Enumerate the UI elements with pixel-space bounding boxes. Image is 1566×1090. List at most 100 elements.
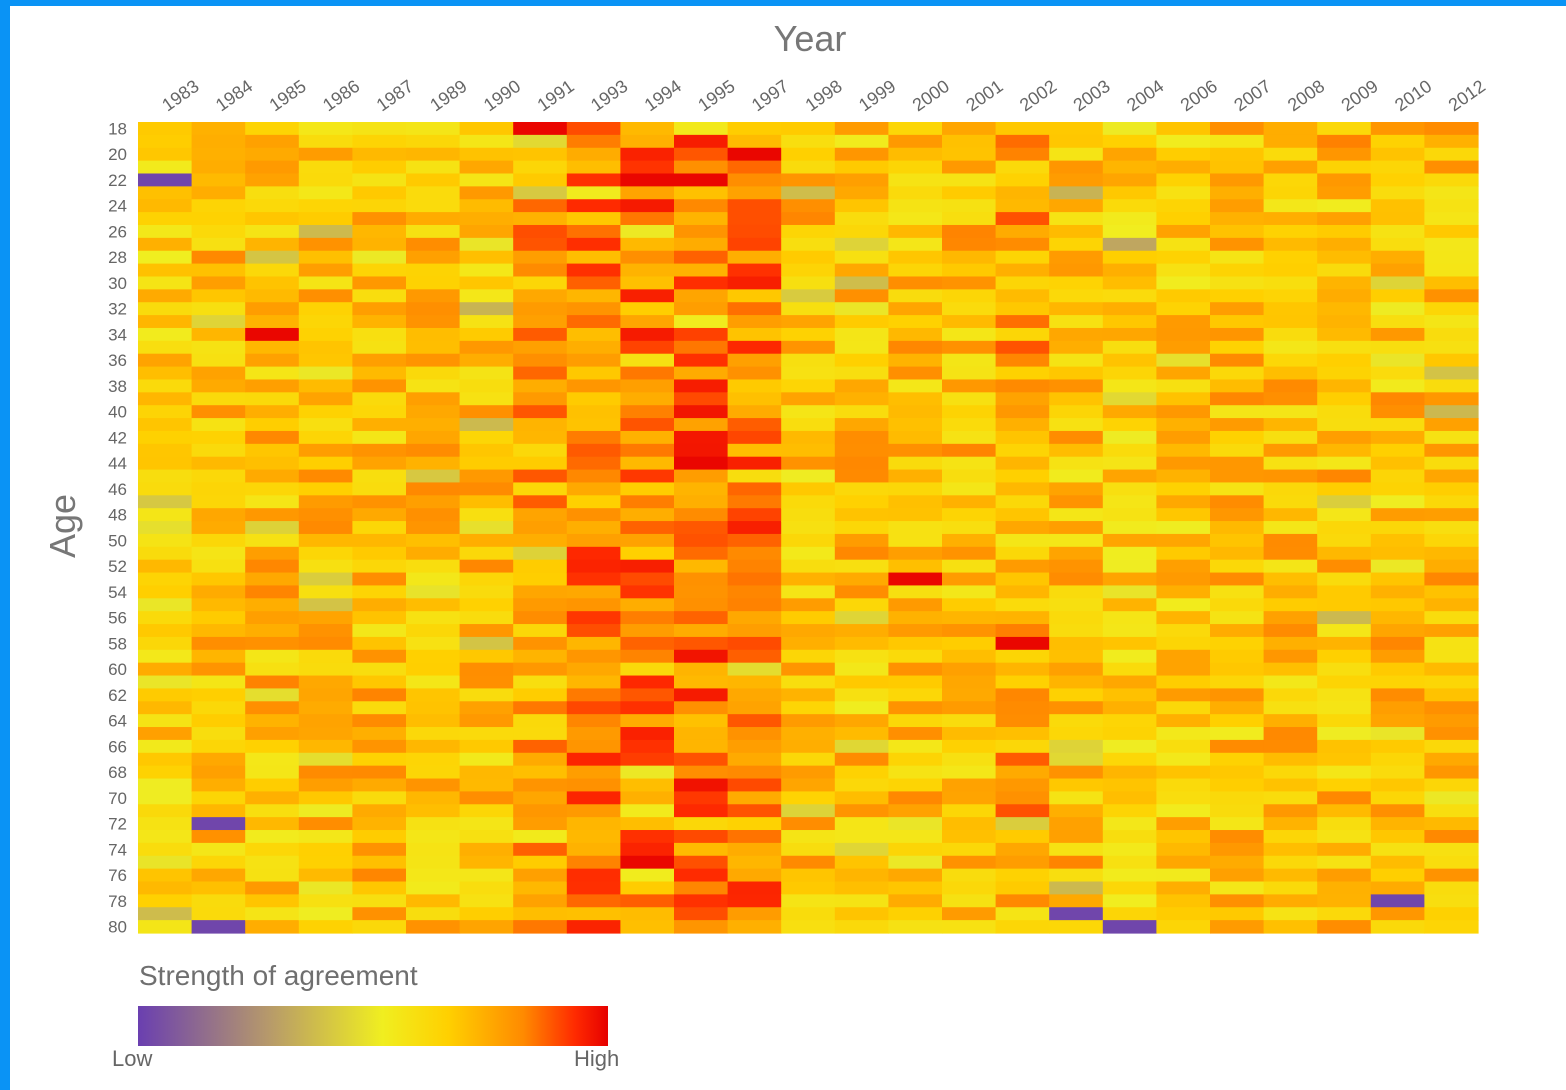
heatmap-cell (1210, 469, 1265, 484)
heatmap-cell (1317, 778, 1372, 792)
heatmap-cell (995, 714, 1050, 728)
heatmap-cell (406, 250, 461, 265)
heatmap-cell (513, 379, 568, 393)
heatmap-cell (727, 739, 782, 754)
heatmap-cell (138, 263, 193, 278)
heatmap-cell (191, 572, 246, 587)
heatmap-cell (406, 559, 461, 574)
heatmap-cell (674, 907, 729, 921)
heatmap-cell (138, 379, 193, 393)
heatmap-cell (1317, 662, 1372, 677)
heatmap-cell (674, 353, 729, 368)
heatmap-cell (942, 920, 997, 934)
heatmap-cell (1424, 533, 1479, 548)
heatmap-cell (942, 817, 997, 831)
heatmap-cell (1263, 559, 1318, 574)
heatmap-cell (1156, 842, 1211, 857)
heatmap-cell (513, 611, 568, 625)
heatmap-cell (352, 559, 407, 574)
heatmap-cell (995, 598, 1050, 612)
heatmap-cell (674, 173, 729, 187)
heatmap-cell (1317, 482, 1372, 496)
heatmap-cell (995, 443, 1050, 458)
heatmap-cell (245, 443, 300, 458)
heatmap-cell (1049, 289, 1104, 303)
heatmap-cell (834, 804, 889, 818)
heatmap-cell (674, 289, 729, 303)
heatmap-cell (1370, 147, 1425, 162)
heatmap-cell (1210, 611, 1265, 625)
heatmap-cell (1210, 302, 1265, 316)
heatmap-cell (888, 688, 943, 702)
heatmap-cell (942, 224, 997, 239)
heatmap-cell (1370, 482, 1425, 496)
heatmap-cell (1370, 611, 1425, 625)
heatmap-cell (1156, 688, 1211, 702)
heatmap-cell (942, 482, 997, 496)
y-tick-label: 20 (108, 145, 127, 164)
heatmap-cell (1424, 469, 1479, 484)
heatmap-cell (191, 405, 246, 419)
heatmap-cell (191, 611, 246, 625)
heatmap-cell (781, 482, 836, 496)
heatmap-cell (1049, 727, 1104, 741)
heatmap-cell (995, 920, 1050, 934)
heatmap-cell (1263, 649, 1318, 664)
heatmap-cell (352, 791, 407, 805)
heatmap-cell (1102, 430, 1157, 445)
heatmap-cell (245, 791, 300, 805)
heatmap-cell (459, 250, 514, 265)
heatmap-cell (1317, 405, 1372, 419)
heatmap-cell (566, 894, 621, 908)
heatmap-cell (781, 456, 836, 471)
heatmap-cell (566, 830, 621, 844)
heatmap-cell (513, 521, 568, 535)
heatmap-cell (834, 907, 889, 921)
x-tick-label: 2010 (1391, 76, 1435, 115)
heatmap-cell (834, 508, 889, 522)
heatmap-cell (352, 765, 407, 780)
heatmap-cell (674, 572, 729, 587)
heatmap-cell (942, 366, 997, 381)
heatmap-cell (995, 263, 1050, 278)
heatmap-cell (459, 636, 514, 651)
heatmap-cell (245, 739, 300, 754)
heatmap-cell (1049, 418, 1104, 432)
heatmap-cell (352, 212, 407, 226)
heatmap-cell (1370, 212, 1425, 226)
heatmap-cell (138, 533, 193, 548)
heatmap-cell (1102, 186, 1157, 200)
heatmap-cell (834, 160, 889, 175)
heatmap-cell (888, 920, 943, 934)
heatmap-cell (781, 688, 836, 702)
heatmap-cell (298, 778, 353, 792)
heatmap-cell (1370, 443, 1425, 458)
heatmap-cell (834, 327, 889, 342)
heatmap-cell (620, 714, 675, 728)
heatmap-cell (1424, 482, 1479, 496)
heatmap-cell (245, 546, 300, 561)
heatmap-cell (1263, 572, 1318, 587)
heatmap-cell (1156, 778, 1211, 792)
heatmap-cell (191, 688, 246, 702)
heatmap-cell (245, 714, 300, 728)
heatmap-cell (298, 585, 353, 599)
heatmap-cell (298, 508, 353, 522)
heatmap-cell (674, 675, 729, 690)
heatmap-cell (1317, 649, 1372, 664)
heatmap-cell (406, 855, 461, 870)
heatmap-cell (406, 778, 461, 792)
heatmap-cell (1263, 199, 1318, 213)
heatmap-cell (138, 405, 193, 419)
heatmap-cell (620, 662, 675, 677)
heatmap-cell (1049, 456, 1104, 471)
heatmap-cell (620, 559, 675, 574)
heatmap-cell (888, 327, 943, 342)
heatmap-cell (352, 392, 407, 406)
heatmap-cell (1370, 701, 1425, 715)
heatmap-cell (781, 469, 836, 484)
heatmap-cell (138, 224, 193, 239)
heatmap-cell (298, 160, 353, 175)
heatmap-cell (1370, 134, 1425, 149)
heatmap-cell (674, 495, 729, 509)
